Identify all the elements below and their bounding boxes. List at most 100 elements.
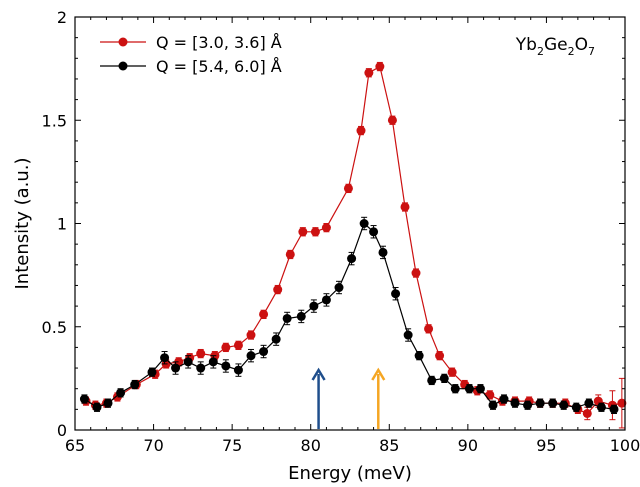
data-point [510, 398, 520, 408]
series-2 [79, 216, 619, 414]
data-point [103, 398, 113, 408]
energy-arrow-head [371, 367, 386, 381]
x-tick-label: 95 [536, 436, 556, 455]
data-point [375, 62, 385, 72]
compound-label-subscript: 2 [568, 45, 575, 58]
data-series [79, 61, 627, 429]
compound-label-part: Yb [515, 35, 537, 55]
energy-arrow [311, 367, 326, 429]
y-tick-label: 0 [57, 421, 67, 440]
data-point [359, 219, 369, 228]
data-point [535, 398, 545, 408]
data-point [246, 351, 256, 361]
data-point [499, 394, 509, 404]
axis-ticks: 65 70 75 80 85 90 95 100 0 0.5 1 1.5 2 [42, 8, 640, 455]
data-point [356, 126, 366, 136]
data-point [259, 309, 269, 319]
data-point [488, 400, 498, 410]
energy-arrow [371, 367, 386, 429]
data-point [609, 404, 619, 414]
compound-label-subscript: 7 [588, 45, 595, 58]
data-point [334, 283, 344, 293]
data-point [130, 380, 140, 390]
data-point [282, 313, 292, 323]
series-line [84, 222, 615, 410]
data-point [116, 388, 126, 398]
data-point [584, 398, 594, 408]
x-tick-label: 90 [458, 436, 478, 455]
data-point [343, 183, 353, 193]
data-point [310, 227, 320, 237]
data-point [400, 202, 410, 212]
data-point [582, 408, 592, 418]
data-point [435, 351, 445, 361]
data-point [259, 347, 269, 357]
data-point [171, 363, 181, 373]
data-point [387, 115, 397, 125]
x-tick-label: 80 [301, 436, 321, 455]
data-point [347, 254, 357, 264]
data-point [391, 289, 401, 299]
x-tick-label: 75 [222, 436, 242, 455]
x-tick-label: 65 [65, 436, 85, 455]
legend-marker [118, 37, 128, 47]
data-point [309, 301, 319, 311]
data-point [485, 390, 495, 400]
y-tick-label: 0.5 [42, 318, 67, 337]
data-point [246, 330, 256, 340]
data-point [273, 285, 283, 295]
legend-label: Q = [5.4, 6.0] Å [156, 57, 282, 76]
legend-marker [118, 61, 128, 71]
compound-label: Yb2Ge2O7 [515, 35, 595, 58]
y-tick-label: 1.5 [42, 111, 67, 130]
data-point [596, 402, 606, 412]
legend-label: Q = [3.0, 3.6] Å [156, 33, 282, 52]
data-point [160, 353, 170, 363]
data-point [221, 361, 231, 371]
legend-item: Q = [5.4, 6.0] Å [100, 57, 282, 76]
data-point [424, 324, 434, 334]
y-tick-label: 2 [57, 8, 67, 27]
data-point [364, 68, 374, 78]
x-tick-label: 85 [379, 436, 399, 455]
x-tick-label: 100 [610, 436, 640, 455]
compound-label-part: O [575, 35, 588, 55]
data-point [208, 357, 218, 367]
data-point [321, 223, 331, 233]
energy-arrow-head [311, 367, 326, 381]
x-axis-label: Energy (meV) [288, 463, 412, 484]
y-tick-label: 1 [57, 215, 67, 234]
data-point [378, 247, 388, 257]
data-point [196, 363, 206, 373]
data-point [450, 384, 460, 394]
data-point [196, 349, 206, 359]
compound-label-subscript: 2 [537, 45, 544, 58]
y-axis-label: Intensity (a.u.) [12, 158, 33, 290]
data-point [475, 384, 485, 394]
data-point [369, 227, 379, 237]
data-point [571, 402, 581, 412]
data-point [447, 367, 457, 377]
data-point [285, 249, 295, 259]
data-point [221, 342, 231, 352]
x-tick-label: 70 [143, 436, 163, 455]
compound-label-part: Ge [544, 35, 568, 55]
data-point [548, 398, 558, 408]
data-point [617, 398, 627, 408]
energy-arrows [311, 367, 386, 429]
plot-frame [74, 16, 626, 431]
data-point [92, 402, 102, 412]
data-point [271, 334, 281, 344]
data-point [559, 400, 569, 410]
data-point [183, 357, 193, 367]
data-point [411, 268, 421, 278]
legend: Q = [3.0, 3.6] Å Q = [5.4, 6.0] Å [100, 33, 282, 76]
data-point [296, 311, 306, 321]
data-point [79, 394, 89, 404]
data-point [403, 330, 413, 340]
data-point [233, 340, 243, 350]
data-point [464, 384, 474, 394]
data-point [414, 351, 424, 361]
data-point [427, 375, 437, 385]
